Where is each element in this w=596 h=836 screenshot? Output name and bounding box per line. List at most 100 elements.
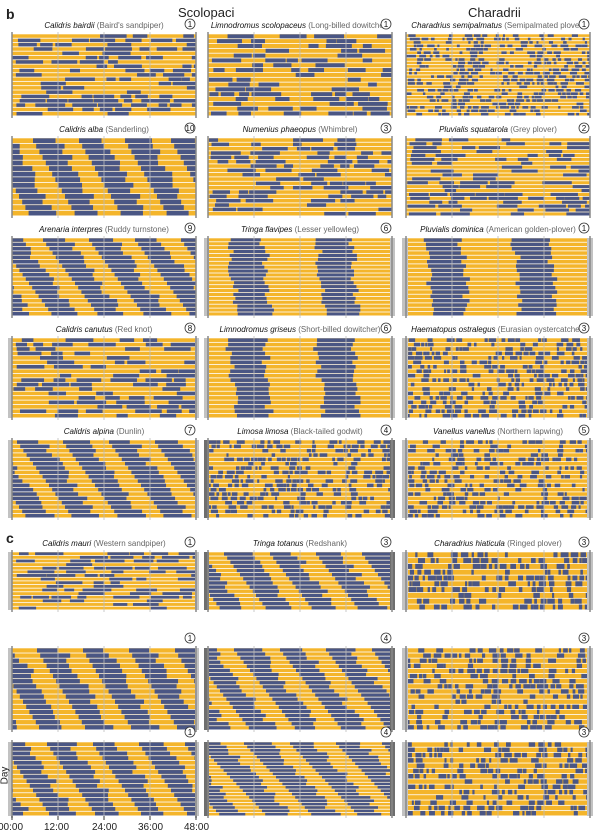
active-segment	[419, 604, 425, 610]
active-segment	[446, 492, 454, 496]
active-segment	[41, 86, 61, 90]
active-segment	[89, 238, 114, 242]
active-segment	[477, 513, 485, 518]
active-segment	[61, 500, 83, 505]
active-segment	[208, 466, 214, 470]
active-segment	[325, 479, 334, 483]
active-segment	[488, 356, 492, 360]
active-segment	[338, 664, 362, 668]
active-segment	[98, 487, 122, 492]
active-segment	[417, 78, 421, 82]
active-segment	[427, 575, 436, 581]
active-segment	[494, 509, 498, 514]
active-segment	[124, 714, 150, 720]
active-segment	[325, 289, 359, 293]
active-segment	[432, 509, 438, 514]
active-segment	[499, 563, 507, 569]
active-segment	[584, 71, 590, 75]
active-segment	[153, 500, 178, 505]
active-segment	[15, 188, 38, 194]
active-segment	[534, 44, 543, 48]
active-segment	[249, 796, 275, 799]
panel-title: Limnodromus griseus (Short-billed dowitc…	[220, 325, 381, 334]
count-badge-text: 3	[384, 124, 389, 133]
active-segment	[455, 347, 459, 351]
active-segment	[208, 660, 221, 664]
active-segment	[430, 558, 435, 564]
active-segment	[323, 396, 361, 400]
active-segment	[467, 61, 473, 65]
active-segment	[485, 99, 492, 102]
active-segment	[303, 177, 324, 181]
active-segment	[499, 509, 504, 514]
active-segment	[79, 138, 102, 144]
active-segment	[556, 88, 564, 92]
active-segment	[524, 598, 532, 604]
active-segment	[472, 65, 479, 68]
active-segment	[12, 751, 31, 756]
active-segment	[316, 552, 341, 556]
active-segment	[210, 479, 214, 483]
active-segment	[50, 746, 71, 751]
active-segment	[240, 505, 248, 509]
active-segment	[575, 44, 582, 48]
active-segment	[535, 763, 542, 768]
active-segment	[421, 342, 425, 347]
active-segment	[318, 505, 326, 509]
active-segment	[408, 492, 414, 496]
panel-19: 4	[204, 632, 395, 732]
active-segment	[476, 668, 482, 674]
active-segment	[512, 75, 518, 78]
active-segment	[553, 51, 561, 54]
active-segment	[411, 800, 414, 805]
active-segment	[118, 453, 139, 457]
active-segment	[46, 242, 75, 247]
active-segment	[250, 151, 280, 155]
active-segment	[145, 342, 163, 347]
active-segment	[273, 63, 292, 68]
active-segment	[350, 492, 358, 496]
active-segment	[472, 492, 479, 496]
active-segment	[517, 208, 534, 212]
active-segment	[406, 364, 412, 369]
active-segment	[511, 246, 552, 251]
active-segment	[370, 111, 390, 116]
active-segment	[587, 54, 590, 58]
active-segment	[51, 60, 78, 64]
active-segment	[185, 742, 196, 747]
missing-left	[402, 238, 408, 316]
active-segment	[286, 457, 291, 462]
active-segment	[382, 479, 385, 483]
active-segment	[23, 774, 48, 779]
active-segment	[210, 151, 241, 155]
active-segment	[519, 277, 558, 281]
active-segment	[261, 474, 267, 479]
active-segment	[542, 752, 548, 758]
active-segment	[81, 94, 93, 99]
active-segment	[585, 65, 590, 68]
active-segment	[123, 99, 133, 103]
active-segment	[407, 811, 413, 816]
active-segment	[181, 238, 196, 242]
active-segment	[409, 68, 413, 72]
active-segment	[351, 470, 358, 475]
active-segment	[208, 775, 211, 779]
active-segment	[496, 709, 505, 715]
active-segment	[157, 404, 179, 409]
active-segment	[479, 492, 486, 496]
active-segment	[111, 268, 134, 273]
active-segment	[113, 603, 128, 606]
active-segment	[246, 792, 276, 796]
active-segment	[460, 487, 466, 492]
panel-17: Charadrius hiaticula (Ringed plover) 3	[402, 536, 593, 612]
active-segment	[552, 68, 560, 72]
active-segment	[559, 763, 563, 768]
active-segment	[555, 709, 560, 715]
active-segment	[325, 409, 359, 414]
active-segment	[380, 718, 392, 722]
active-segment	[535, 440, 543, 444]
active-segment	[87, 298, 118, 303]
active-segment	[548, 88, 555, 92]
active-segment	[466, 78, 469, 82]
active-segment	[574, 598, 582, 604]
